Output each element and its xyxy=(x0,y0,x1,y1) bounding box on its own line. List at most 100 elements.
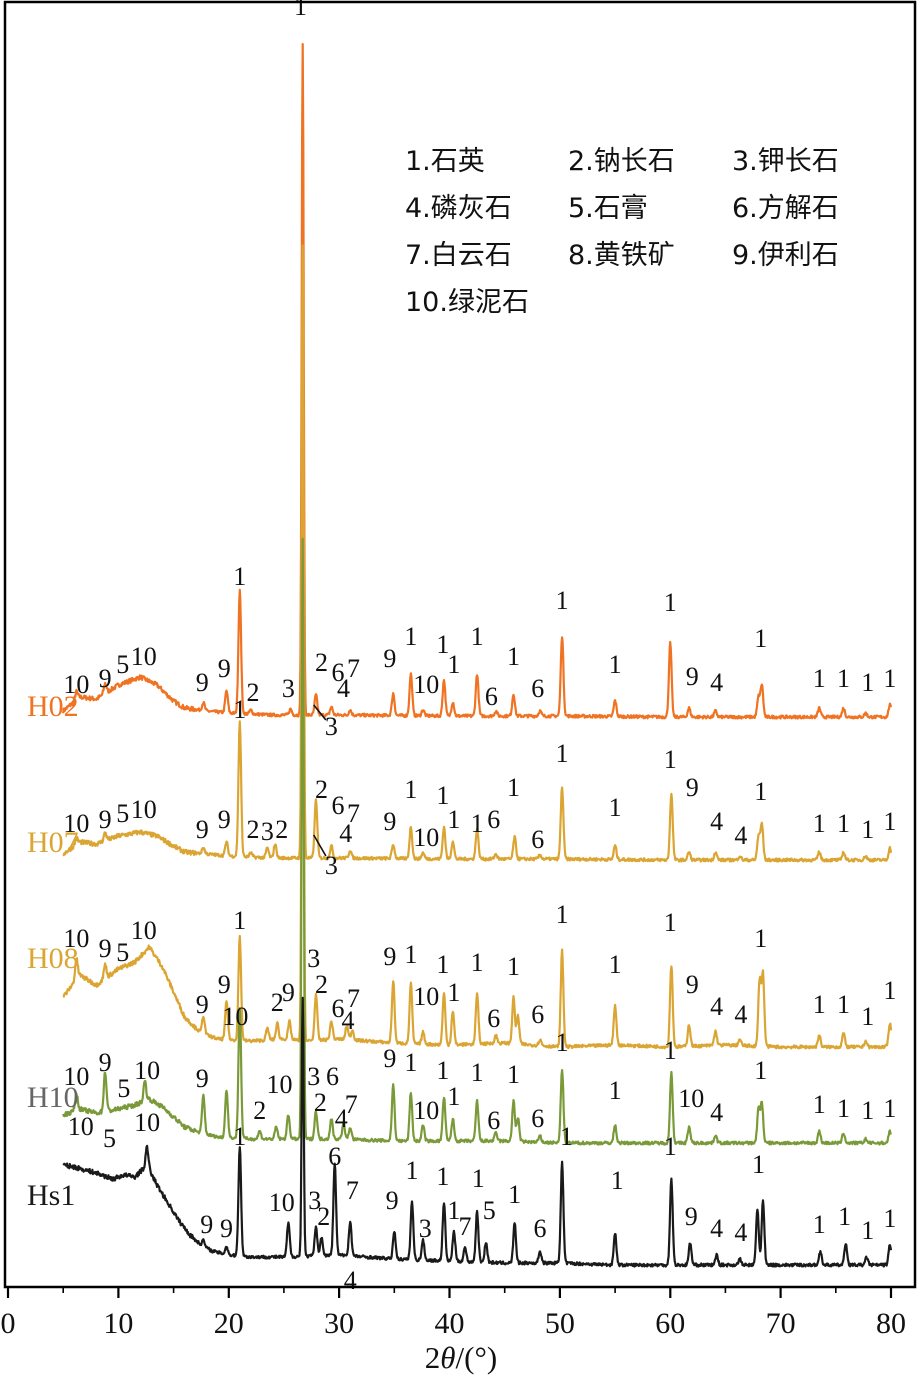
label-leader-line xyxy=(313,704,327,721)
peak-label: 10 xyxy=(63,1062,89,1091)
peak-label: 1 xyxy=(837,664,850,693)
peak-label: 1 xyxy=(883,976,896,1005)
peak-label: 3 xyxy=(325,712,338,741)
peak-label: 1 xyxy=(471,622,484,651)
peak-label: 10 xyxy=(63,809,89,838)
peak-label: 9 xyxy=(282,978,295,1007)
peak-label: 9 xyxy=(220,1214,233,1243)
peak-label: 10 xyxy=(413,670,439,699)
peak-label: 4 xyxy=(710,1214,723,1243)
series-name-h07: H07 xyxy=(27,826,79,859)
peak-label: 1 xyxy=(507,642,520,671)
peak-label: 6 xyxy=(534,1214,547,1243)
peak-label: 9 xyxy=(99,664,112,693)
peak-label: 1 xyxy=(472,1164,485,1193)
peak-label: 6 xyxy=(531,674,544,703)
peak-label: 1 xyxy=(813,990,826,1019)
legend-item-2: 2.钠长石 xyxy=(568,146,675,177)
peak-label: 9 xyxy=(383,1044,396,1073)
series-name-h10: H10 xyxy=(27,1081,79,1114)
peak-label: 9 xyxy=(218,970,231,999)
peak-label: 10 xyxy=(131,795,157,824)
peak-label: 6 xyxy=(328,1142,341,1171)
peak-label: 1 xyxy=(813,664,826,693)
peak-label: 1 xyxy=(508,1180,521,1209)
peak-label: 1 xyxy=(447,978,460,1007)
peak-label: 1 xyxy=(233,695,246,724)
legend-item-1: 1.石英 xyxy=(405,146,485,177)
peak-label: 9 xyxy=(686,662,699,691)
peak-label: 1 xyxy=(404,622,417,651)
x-axis-label: 2θ/(°) xyxy=(0,1340,922,1376)
peak-label: 9 xyxy=(686,773,699,802)
peak-label: 1 xyxy=(861,668,874,697)
peak-label: 2 xyxy=(271,988,284,1017)
peak-label: 9 xyxy=(218,654,231,683)
peak-label: 7 xyxy=(459,1212,472,1241)
peak-label: 3 xyxy=(261,817,274,846)
peak-label: 5 xyxy=(116,650,129,679)
peak-label: 9 xyxy=(685,1202,698,1231)
peak-label: 4 xyxy=(342,1006,355,1035)
peak-label: 6 xyxy=(531,825,544,854)
peak-label: 4 xyxy=(734,1000,747,1029)
legend-item-4: 4.磷灰石 xyxy=(405,193,512,224)
peak-label: 6 xyxy=(531,1000,544,1029)
peak-label: 2 xyxy=(315,648,328,677)
peak-label: 2 xyxy=(253,1096,266,1125)
peak-label: 1 xyxy=(507,952,520,981)
peak-label: 1 xyxy=(664,1132,677,1161)
peak-label: 1 xyxy=(507,1060,520,1089)
peak-label: 1 xyxy=(294,0,307,21)
peak-label: 1 xyxy=(436,950,449,979)
peak-label: 6 xyxy=(531,1104,544,1133)
peak-label: 1 xyxy=(837,990,850,1019)
peak-label: 7 xyxy=(347,654,360,683)
peak-label: 1 xyxy=(609,950,622,979)
peak-label: 1 xyxy=(837,1094,850,1123)
peak-label: 1 xyxy=(861,815,874,844)
peak-label: 1 xyxy=(609,793,622,822)
peak-label: 1 xyxy=(404,775,417,804)
peak-label: 6 xyxy=(332,994,345,1023)
x-tick-label: 40 xyxy=(435,1307,465,1340)
peak-label: 1 xyxy=(556,900,569,929)
x-axis: 0 10 20 30 40 50 60 70 80 xyxy=(1,1287,906,1340)
series-name-hs1: Hs1 xyxy=(27,1179,75,1212)
series-name-h02: H02 xyxy=(27,690,79,723)
peak-label: 9 xyxy=(686,970,699,999)
legend-item-9: 9.伊利石 xyxy=(732,240,839,271)
peak-label: 7 xyxy=(346,1176,359,1205)
peak-label: 7 xyxy=(345,1090,358,1119)
peak-label: 9 xyxy=(196,1064,209,1093)
peak-label: 9 xyxy=(196,815,209,844)
peak-label: 1 xyxy=(556,586,569,615)
peak-label: 9 xyxy=(196,990,209,1019)
peak-label: 1 xyxy=(813,809,826,838)
peak-label: 10 xyxy=(267,1070,293,1099)
peak-label: 1 xyxy=(883,1094,896,1123)
peak-label: 10 xyxy=(63,670,89,699)
series-name-h08: H08 xyxy=(27,942,79,975)
peak-label: 2 xyxy=(314,1088,327,1117)
peak-label: 1 xyxy=(813,1210,826,1239)
peak-label: 10 xyxy=(678,1084,704,1113)
peak-label: 2 xyxy=(315,970,328,999)
peak-label: 9 xyxy=(386,1186,399,1215)
peak-label: 3 xyxy=(307,1062,320,1091)
peak-label: 9 xyxy=(383,644,396,673)
peak-label: 4 xyxy=(335,1104,348,1133)
peak-label: 10 xyxy=(68,1112,94,1141)
peak-label: 1 xyxy=(754,924,767,953)
x-tick-label: 10 xyxy=(103,1307,133,1340)
peak-label: 1 xyxy=(883,1204,896,1233)
peak-label: 1 xyxy=(560,1122,573,1151)
peak-label: 4 xyxy=(734,1218,747,1247)
peak-label: 1 xyxy=(436,1056,449,1085)
peak-label: 1 xyxy=(861,1002,874,1031)
peak-label: 1 xyxy=(556,739,569,768)
x-tick-label: 80 xyxy=(876,1307,906,1340)
peak-label: 5 xyxy=(116,938,129,967)
plot-frame xyxy=(3,0,917,1289)
